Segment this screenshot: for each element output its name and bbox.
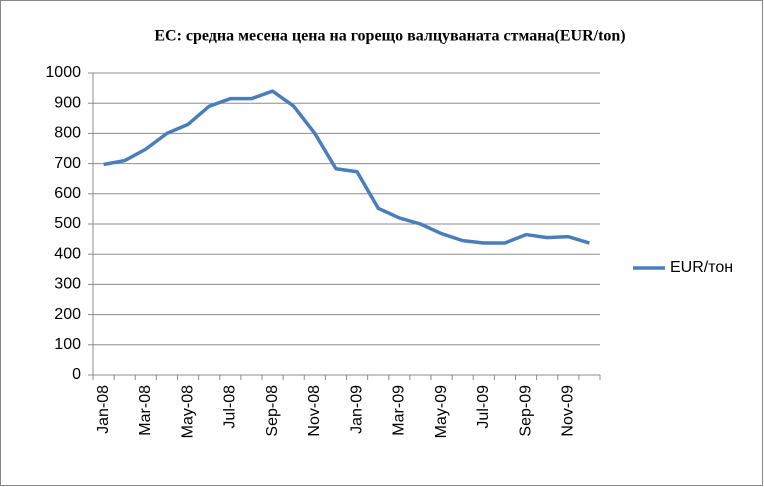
x-tick-label: Mar-09	[391, 385, 408, 436]
x-tick-label: Sep-08	[264, 385, 281, 437]
x-tick-label: Mar-08	[137, 385, 154, 436]
chart-title: ЕС: средна месена цена на горещо валцува…	[154, 28, 625, 45]
x-tick-label: Jul-08	[222, 385, 239, 429]
y-tick-label: 900	[54, 94, 81, 111]
y-tick-label: 800	[54, 125, 81, 142]
legend-label: EUR/тон	[670, 259, 733, 276]
x-tick-label: Jan-08	[95, 385, 112, 434]
y-tick-label: 400	[54, 245, 81, 262]
y-tick-label: 100	[54, 336, 81, 353]
y-tick-label: 700	[54, 155, 81, 172]
y-tick-label: 1000	[45, 64, 81, 81]
x-tick-label: Nov-09	[560, 385, 577, 437]
y-tick-label: 0	[72, 366, 81, 383]
y-tick-label: 500	[54, 215, 81, 232]
x-tick-label: May-09	[433, 385, 450, 438]
x-tick-label: Jan-09	[348, 385, 365, 434]
x-tick-label: Nov-08	[306, 385, 323, 437]
y-tick-label: 600	[54, 185, 81, 202]
x-tick-label: Jul-09	[475, 385, 492, 429]
x-tick-label: Sep-09	[517, 385, 534, 437]
x-tick-label: May-08	[179, 385, 196, 438]
y-tick-label: 300	[54, 276, 81, 293]
y-tick-label: 200	[54, 306, 81, 323]
line-series	[103, 89, 590, 245]
